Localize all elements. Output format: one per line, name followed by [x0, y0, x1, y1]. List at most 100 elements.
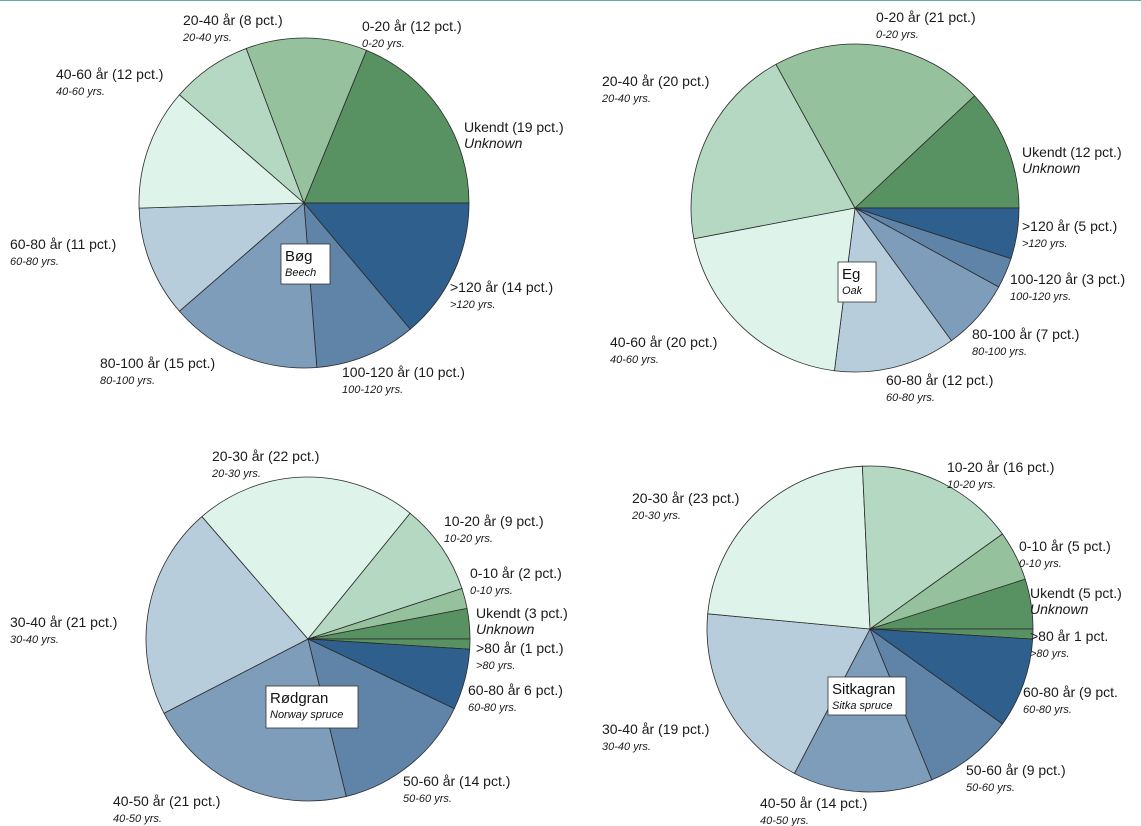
slice-sub-label: 100-120 yrs. — [342, 384, 403, 396]
slice-sub-label: Unknown — [1022, 160, 1081, 176]
slice-label: 100-120 år (10 pct.) — [342, 364, 465, 380]
pie-slice — [869, 533, 1026, 630]
slice-sub-label: 100-120 yrs. — [1010, 291, 1071, 303]
slice-label: >80 år 1 pct. — [1030, 628, 1108, 644]
slice-label: 60-80 år 6 pct.) — [468, 682, 563, 698]
slice-sub-label: 30-40 yrs. — [10, 634, 59, 646]
pie-slice — [138, 202, 306, 312]
species-name-en: Norway spruce — [270, 709, 343, 721]
slice-label: Ukendt (12 pct.) — [1022, 144, 1122, 160]
pie-slice — [201, 476, 411, 640]
pie-slice — [869, 627, 1004, 781]
slice-label: Ukendt (3 pct.) — [476, 605, 568, 621]
slice-sub-label: 40-50 yrs. — [760, 815, 809, 826]
slice-label: 50-60 år (9 pct.) — [966, 762, 1066, 778]
slice-label: 60-80 år (12 pct.) — [886, 372, 993, 388]
slice-label: 100-120 år (3 pct.) — [1010, 271, 1125, 287]
slice-sub-label: 50-60 yrs. — [966, 782, 1015, 794]
species-name: Sitkagran — [832, 681, 895, 698]
species-label-box — [265, 685, 359, 729]
slice-sub-label: 20-40 yrs. — [182, 32, 232, 44]
slice-label: 40-50 år (14 pct.) — [760, 795, 867, 811]
slice-sub-label: 0-20 yrs. — [362, 38, 405, 50]
species-name: Eg — [842, 266, 860, 283]
species-name: Rødgran — [270, 690, 328, 707]
slice-label: 0-20 år (21 pct.) — [876, 9, 976, 25]
slice-sub-label: 60-80 yrs. — [468, 702, 517, 714]
species-name-en: Beech — [285, 267, 316, 279]
slice-sub-label: 40-50 yrs. — [113, 813, 162, 825]
slice-sub-label: 80-100 yrs. — [100, 375, 155, 387]
slice-sub-label: 40-60 yrs. — [56, 86, 105, 98]
slice-label: 0-20 år (12 pct.) — [362, 18, 462, 34]
slice-label: Ukendt (5 pct.) — [1030, 585, 1122, 601]
pie-slice — [693, 207, 856, 372]
slice-label: 40-60 år (12 pct.) — [56, 66, 163, 82]
slice-sub-label: 30-40 yrs. — [602, 741, 651, 753]
slice-sub-label: 10-20 yrs. — [444, 533, 493, 545]
slice-label: Ukendt (19 pct.) — [464, 119, 564, 135]
slice-label: >120 år (14 pct.) — [450, 279, 553, 295]
slice-sub-label: >120 yrs. — [450, 299, 496, 311]
slice-sub-label: 60-80 yrs. — [886, 392, 935, 404]
pie-slice — [690, 63, 856, 240]
slice-sub-label: 20-30 yrs. — [211, 468, 261, 480]
species-label-box — [837, 261, 877, 303]
slice-label: 20-30 år (23 pct.) — [632, 490, 739, 506]
slice-label: 40-60 år (20 pct.) — [610, 334, 717, 350]
pie-slice — [834, 206, 952, 373]
pie-slice — [138, 94, 306, 209]
slice-sub-label: 40-60 yrs. — [610, 354, 659, 366]
slice-label: 20-40 år (20 pct.) — [602, 73, 709, 89]
slice-sub-label: 0-10 yrs. — [1019, 558, 1062, 570]
slice-sub-label: Unknown — [464, 135, 523, 151]
pie-slice — [861, 465, 1004, 630]
slice-sub-label: 60-80 yrs. — [1023, 704, 1072, 716]
slice-label: 20-40 år (8 pct.) — [183, 12, 283, 28]
pie-slice — [307, 587, 468, 640]
pie-slice — [303, 201, 411, 368]
pie-chart-1: Ukendt (19 pct.)Unknown >120 år (14 pct.)… — [10, 12, 564, 396]
slice-sub-label: Unknown — [476, 621, 535, 637]
slice-label: >120 år (5 pct.) — [1022, 218, 1117, 234]
slice-sub-label: Unknown — [1030, 601, 1089, 617]
slice-label: 0-10 år (2 pct.) — [470, 565, 562, 581]
slice-label: 20-30 år (22 pct.) — [212, 448, 319, 464]
pie-slice — [145, 516, 309, 714]
pie-slice — [706, 613, 871, 774]
slice-sub-label: 10-20 yrs. — [947, 479, 996, 491]
pie-slice — [853, 95, 1020, 209]
top-rule — [0, 0, 1141, 1]
species-name-en: Sitka spruce — [832, 700, 893, 712]
slice-label: 10-20 år (16 pct.) — [947, 459, 1054, 475]
pie-chart-4: Ukendt (5 pct.)Unknown >80 år 1 pct. >80 y… — [602, 459, 1122, 826]
pie-slice — [245, 37, 368, 205]
species-label-box — [827, 676, 907, 716]
pie-slice — [775, 43, 976, 209]
pie-slice — [707, 465, 871, 630]
pie-chart-2: Ukendt (12 pct.)Unknown >120 år (5 pct.) >… — [601, 9, 1125, 404]
slice-label: 80-100 år (7 pct.) — [972, 326, 1079, 342]
pie-slice — [868, 628, 1034, 725]
slice-label: 30-40 år (21 pct.) — [10, 614, 117, 630]
species-name: Bøg — [285, 248, 313, 265]
slice-sub-label: 20-40 yrs. — [601, 93, 651, 105]
slice-sub-label: >80 yrs. — [1030, 648, 1069, 660]
slice-sub-label: >80 yrs. — [476, 660, 515, 672]
slice-sub-label: 20-30 yrs. — [631, 510, 681, 522]
slice-label: 80-100 år (15 pct.) — [100, 355, 215, 371]
species-name-en: Oak — [842, 285, 863, 297]
slice-label: 60-80 år (9 pct. — [1023, 684, 1118, 700]
slice-label: 60-80 år (11 pct.) — [10, 236, 116, 252]
slice-sub-label: 60-80 yrs. — [10, 256, 59, 268]
pie-slice — [163, 638, 347, 802]
slice-sub-label: 50-60 yrs. — [403, 793, 452, 805]
slice-label: 10-20 år (9 pct.) — [444, 513, 544, 529]
slice-label: 0-10 år (5 pct.) — [1019, 538, 1111, 554]
pie-chart-3: Ukendt (3 pct.)Unknown >80 år (1 pct.) >80… — [10, 448, 568, 825]
slice-sub-label: 80-100 yrs. — [972, 346, 1027, 358]
slice-label: 40-50 år (21 pct.) — [113, 793, 220, 809]
slice-sub-label: 0-10 yrs. — [470, 585, 513, 597]
species-label-box — [280, 243, 331, 285]
